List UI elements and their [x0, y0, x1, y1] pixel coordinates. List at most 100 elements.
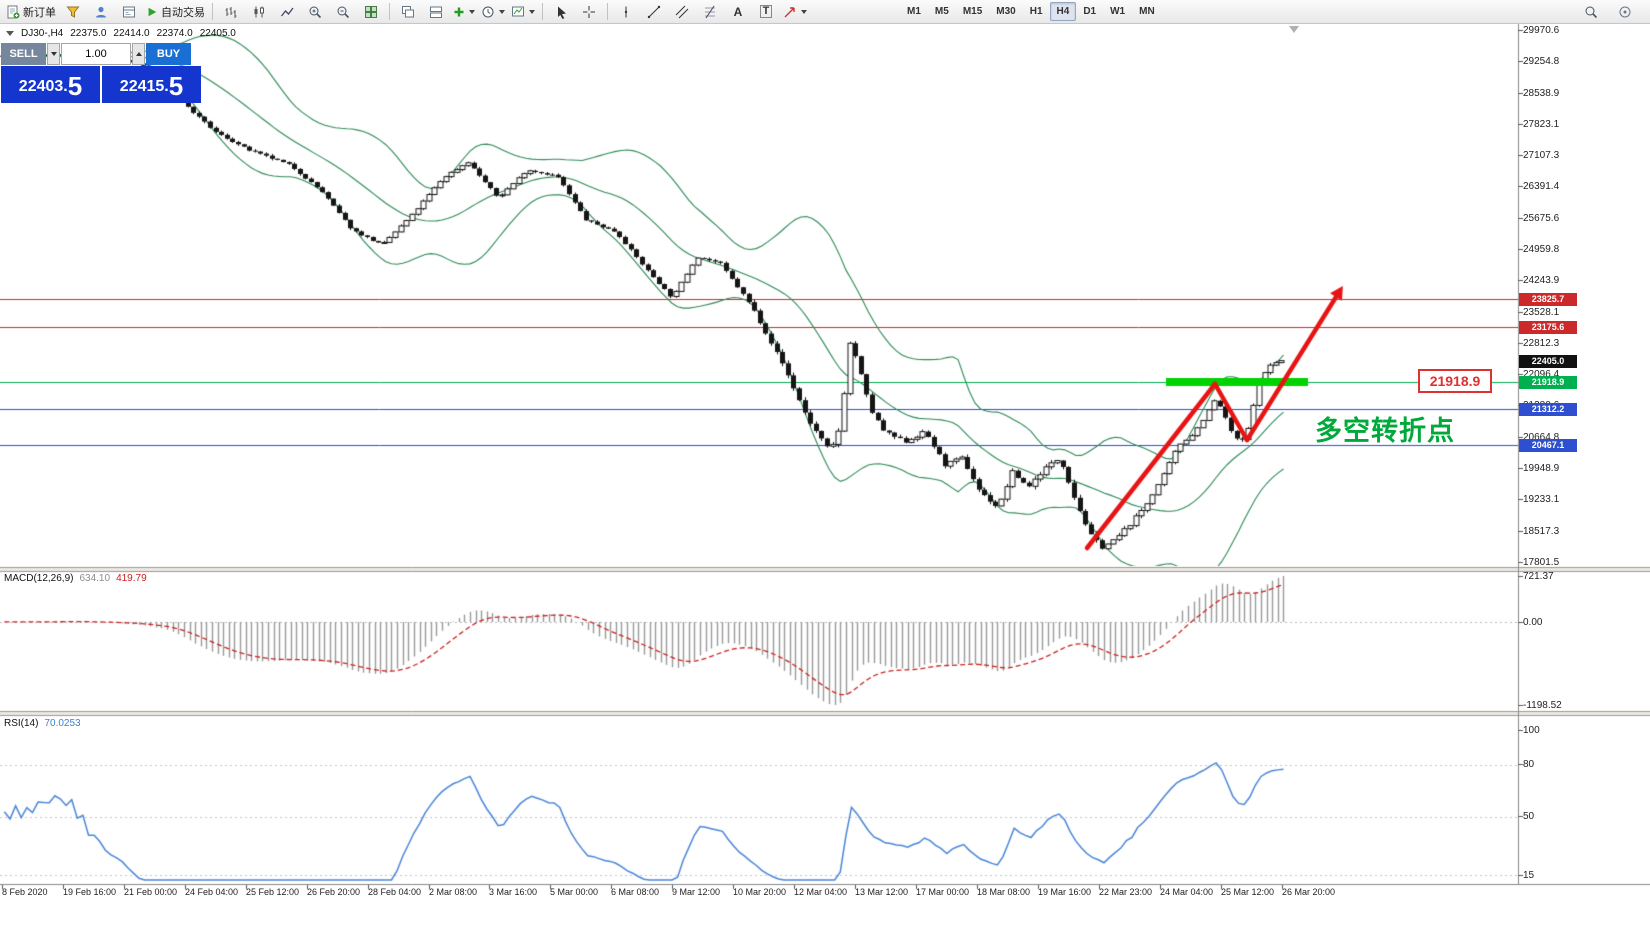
- time-axis-label: 6 Mar 08:00: [611, 887, 660, 897]
- shapes-button[interactable]: [780, 1, 810, 23]
- price-axis-label: 19233.1: [1523, 494, 1560, 505]
- trendline-button[interactable]: [640, 1, 668, 23]
- channel-button[interactable]: [668, 1, 696, 23]
- cascade-windows-button[interactable]: [394, 1, 422, 23]
- sell-price-button[interactable]: 22403. 5: [1, 66, 100, 103]
- level-price-tag[interactable]: 21918.9: [1519, 376, 1577, 389]
- zoom-out-icon: [337, 6, 350, 18]
- timeframe-group[interactable]: M1 M5 M15 M30 H1 H4 D1 W1 MN: [900, 2, 1162, 21]
- price-axis-label: 29970.6: [1523, 25, 1560, 36]
- label-tool-button[interactable]: T: [752, 1, 780, 23]
- buy-button[interactable]: BUY: [146, 43, 191, 65]
- rsi-axis-label: 15: [1523, 870, 1535, 881]
- timeframe-button-D1[interactable]: D1: [1083, 6, 1097, 17]
- timeframe-button-H1[interactable]: H1: [1029, 6, 1043, 17]
- plus-icon: [454, 7, 464, 16]
- chevron-down-icon: [469, 9, 475, 14]
- low-value: 22374.0: [156, 28, 193, 39]
- line-chart-button[interactable]: [273, 1, 301, 23]
- timeframe-button-MN[interactable]: MN: [1139, 6, 1155, 17]
- profile-icon: [96, 6, 106, 17]
- candlestick-chart-button[interactable]: [245, 1, 273, 23]
- time-axis-label: 10 Mar 20:00: [733, 887, 787, 897]
- time-axis-label: 9 Mar 12:00: [672, 887, 721, 897]
- macd-axis-label: 0.00: [1523, 617, 1543, 628]
- time-axis-label: 24 Feb 04:00: [185, 887, 239, 897]
- zoom-out-button[interactable]: [329, 1, 357, 23]
- buy-price-button[interactable]: 22415. 5: [102, 66, 201, 103]
- price-annotation-box[interactable]: 21918.9: [1418, 369, 1492, 393]
- tile-windows-button[interactable]: [357, 1, 385, 23]
- arrow-shape-icon: [784, 6, 795, 17]
- clock-icon: [482, 6, 494, 17]
- volume-increase-button[interactable]: [132, 43, 145, 65]
- rsi-axis-label: 100: [1523, 725, 1540, 736]
- timeframe-button-M15[interactable]: M15: [962, 6, 983, 17]
- zoom-in-button[interactable]: [301, 1, 329, 23]
- fibonacci-icon: [705, 5, 715, 18]
- crosshair-icon: [583, 5, 595, 18]
- data-window-button[interactable]: [115, 1, 143, 23]
- time-axis-label: 25 Feb 12:00: [246, 887, 300, 897]
- price-axis-label: 18517.3: [1523, 526, 1560, 537]
- period-button[interactable]: [478, 1, 508, 23]
- cascade-windows-icon: [402, 5, 414, 17]
- time-axis-label: 17 Mar 00:00: [916, 887, 970, 897]
- turning-point-annotation[interactable]: 多空转折点: [1315, 416, 1455, 446]
- price-axis-label: 24243.9: [1523, 275, 1560, 286]
- tile-windows-icon: [365, 5, 377, 18]
- level-price-tag[interactable]: 23175.6: [1519, 321, 1577, 334]
- toolbar-right-group: [1577, 1, 1647, 23]
- crosshair-button[interactable]: [575, 1, 603, 23]
- toolbar: 新订单 自动交易: [0, 0, 1650, 24]
- arrange-windows-button[interactable]: [422, 1, 450, 23]
- open-value: 22375.0: [70, 28, 107, 39]
- timeframe-button-M5[interactable]: M5: [934, 6, 949, 17]
- macd-name: MACD(12,26,9): [4, 573, 74, 584]
- bar-chart-button[interactable]: [217, 1, 245, 23]
- cursor-button[interactable]: [547, 1, 575, 23]
- price-axis-label: 22096.4: [1523, 369, 1560, 380]
- one-click-price-row: 22403. 5 22415. 5: [1, 66, 203, 103]
- time-axis-label: 26 Feb 20:00: [307, 887, 361, 897]
- rsi-value: 70.0253: [44, 718, 81, 729]
- price-axis-label: 28538.9: [1523, 88, 1560, 99]
- timeframe-button-M30[interactable]: M30: [996, 6, 1016, 17]
- quick-help-button[interactable]: [1611, 1, 1639, 23]
- price-axis-label: 25675.6: [1523, 213, 1560, 224]
- timeframe-button-H4[interactable]: H4: [1049, 2, 1077, 21]
- filter-button[interactable]: [59, 1, 87, 23]
- timeframe-button-W1[interactable]: W1: [1110, 6, 1126, 17]
- rsi-name: RSI(14): [4, 718, 39, 729]
- one-click-trading-panel: SELL BUY 22403. 5 22415. 5: [1, 43, 203, 103]
- text-tool-icon: A: [733, 4, 743, 19]
- template-button[interactable]: [508, 1, 538, 23]
- time-axis-label: 8 Feb 2020: [2, 887, 48, 897]
- autotrading-label: 自动交易: [161, 6, 205, 19]
- search-button[interactable]: [1577, 1, 1605, 23]
- volume-decrease-button[interactable]: [47, 43, 60, 65]
- time-axis-label: 19 Feb 16:00: [63, 887, 117, 897]
- level-price-tag[interactable]: 20467.1: [1519, 439, 1577, 452]
- autotrading-button[interactable]: 自动交易: [143, 1, 208, 23]
- timeframe-button-M1[interactable]: M1: [907, 6, 921, 17]
- vertical-line-button[interactable]: [612, 1, 640, 23]
- level-price-tag[interactable]: 23825.7: [1519, 293, 1577, 306]
- add-indicator-button[interactable]: [450, 1, 478, 23]
- new-order-button[interactable]: 新订单: [3, 1, 59, 23]
- circle-icon: [1619, 6, 1631, 17]
- level-price-tag[interactable]: 21312.2: [1519, 403, 1577, 416]
- line-chart-icon: [280, 7, 294, 16]
- volume-input[interactable]: [61, 43, 131, 65]
- buy-price-big: 5: [168, 71, 184, 101]
- rsi-axis-label: 50: [1523, 811, 1535, 822]
- macd-axis-label: 721.37: [1523, 571, 1554, 582]
- text-tool-button[interactable]: A: [724, 1, 752, 23]
- one-click-toggle-icon[interactable]: [6, 31, 14, 36]
- chart-shift-marker-icon[interactable]: [1289, 26, 1299, 33]
- channel-icon: [675, 5, 689, 18]
- sell-button[interactable]: SELL: [1, 43, 46, 65]
- profiles-button[interactable]: [87, 1, 115, 23]
- fibonacci-button[interactable]: [696, 1, 724, 23]
